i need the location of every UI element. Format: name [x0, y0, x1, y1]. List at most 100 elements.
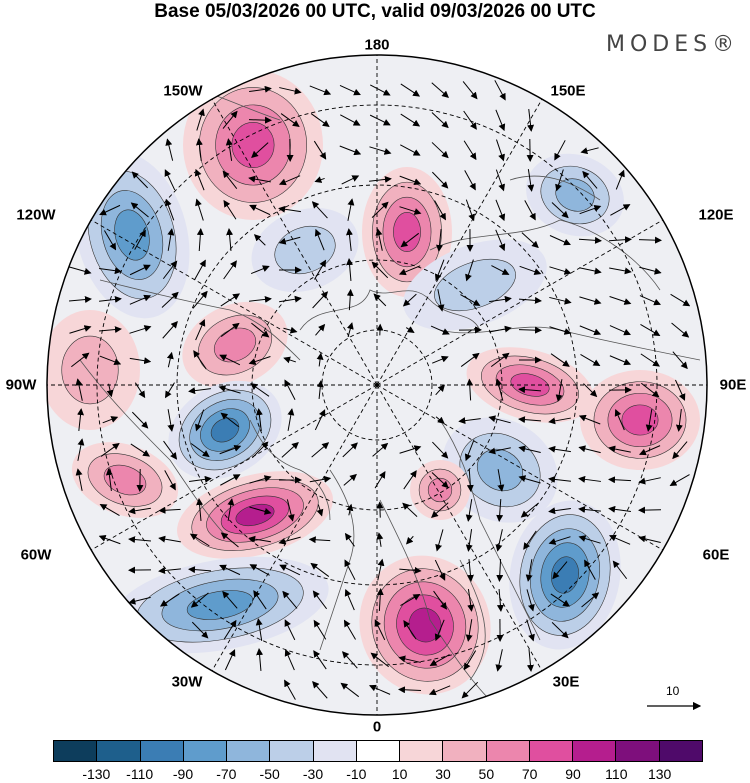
wind-arrow [495, 229, 506, 252]
wind-arrow [464, 439, 475, 462]
wind-arrow [158, 535, 181, 543]
wind-arrow [195, 318, 206, 341]
wind-arrow [518, 296, 542, 304]
wind-arrow [519, 265, 542, 275]
colorbar-segment [443, 741, 487, 761]
anomaly-neg-45w [111, 556, 329, 654]
wind-arrow [249, 506, 272, 515]
wind-arrow [188, 387, 211, 395]
wind-arrow [248, 175, 271, 183]
wind-arrow [490, 352, 510, 368]
wind-arrow [77, 438, 85, 461]
wind-arrow [313, 140, 327, 160]
wind-arrow [308, 536, 331, 544]
lon-label-30w: 30W [171, 673, 203, 691]
anomaly-pos-20e [410, 460, 470, 520]
wind-arrow [345, 228, 353, 251]
wind-arrow [309, 475, 332, 483]
anomaly-pos-90w [47, 310, 140, 430]
wind-arrow [491, 265, 510, 275]
wind-arrow [495, 529, 503, 552]
wind-arrow [130, 443, 151, 457]
wind-arrow [314, 228, 325, 251]
wind-arrow [402, 502, 418, 518]
wind-arrow [376, 588, 384, 612]
wind-arrow [343, 619, 356, 640]
wind-arrow [255, 408, 263, 431]
wind-arrow [431, 112, 449, 129]
wind-arrow [578, 535, 601, 544]
wind-arrow [464, 170, 476, 191]
wind-arrow [219, 444, 242, 455]
wind-arrow [463, 110, 477, 130]
lon-label-30e: 30E [552, 673, 580, 691]
wind-arrow [431, 472, 449, 489]
wind-arrow [194, 168, 205, 191]
lon-label-60e: 60E [702, 546, 730, 564]
colorbar-segment [356, 741, 401, 761]
wind-arrow [551, 202, 569, 219]
wind-arrow [193, 350, 207, 370]
wind-arrow [399, 566, 422, 574]
wind-arrow [75, 468, 83, 491]
wind-arrow [521, 232, 539, 249]
wind-arrow [489, 295, 512, 303]
wind-arrow [98, 535, 121, 545]
colorbar-tick-label: -110 [126, 766, 154, 782]
wind-arrow [312, 590, 328, 610]
wind-arrow [608, 236, 632, 244]
colorbar-tick-label: 110 [605, 766, 628, 782]
wind-arrow [162, 260, 178, 280]
wind-arrow [555, 379, 563, 402]
wind-arrow [578, 505, 601, 513]
wind-arrow [640, 324, 661, 337]
wind-arrow [343, 473, 357, 486]
wind-arrow [134, 229, 146, 250]
wind-arrow [102, 416, 119, 424]
wind-arrow [71, 352, 90, 368]
wind-arrow [219, 564, 241, 576]
wind-arrow [518, 445, 541, 454]
wind-arrow [284, 619, 296, 641]
wind-arrow [369, 146, 392, 155]
wind-arrow [339, 84, 361, 96]
wind-arrow [638, 477, 661, 485]
wind-arrow [316, 504, 324, 517]
lon-label-60w: 60W [20, 546, 52, 564]
wind-arrow [250, 383, 270, 397]
wind-arrow [372, 442, 389, 457]
wind-arrow [670, 293, 691, 307]
wind-arrow [189, 533, 210, 547]
colorbar-tick-label: -10 [346, 766, 367, 782]
wind-arrow [436, 229, 443, 252]
wind-arrow [278, 536, 301, 545]
colorbar-segment [270, 741, 314, 761]
wind-arrow [579, 205, 602, 215]
lon-label-150w: 150W [163, 82, 203, 100]
wind-arrow [339, 145, 362, 156]
wind-arrow [129, 357, 152, 365]
wind-arrow [249, 475, 272, 484]
wind-arrow [551, 621, 569, 639]
wind-arrow [431, 171, 449, 189]
wind-arrow [249, 295, 272, 303]
wind-arrow [518, 386, 542, 394]
wind-arrow [549, 266, 572, 275]
anomaly-field [47, 70, 700, 695]
wind-arrow [526, 619, 535, 642]
colorbar-segment [573, 741, 617, 761]
wind-arrow [284, 648, 295, 671]
colorbar-tick-label: -90 [172, 766, 194, 782]
wind-arrow [523, 530, 537, 550]
wind-arrow [524, 200, 536, 221]
wind-arrow [314, 176, 325, 183]
wind-arrow [190, 592, 209, 608]
wind-arrow [552, 561, 568, 580]
wind-arrow [435, 529, 444, 552]
wind-arrow [638, 506, 662, 514]
wind-arrow [433, 590, 448, 610]
wind-arrow [555, 169, 564, 192]
wind-arrow [75, 378, 83, 401]
wind-arrow [431, 142, 449, 159]
